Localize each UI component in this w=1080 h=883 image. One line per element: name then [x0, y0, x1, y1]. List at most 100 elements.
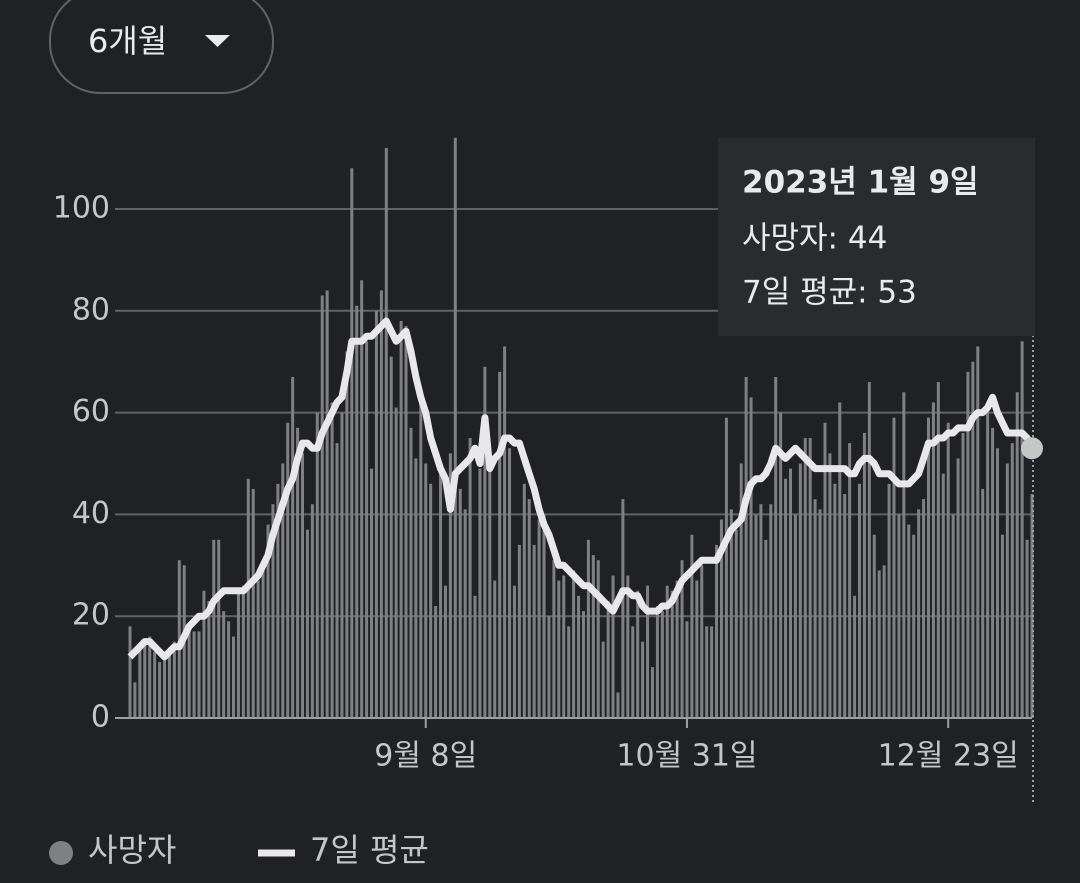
bar	[246, 478, 250, 718]
bar	[818, 509, 822, 718]
bar	[655, 606, 659, 718]
bar	[754, 514, 758, 718]
x-tick-label: 9월 8일	[374, 739, 477, 774]
bar	[296, 427, 300, 718]
bar	[1020, 341, 1024, 718]
bar	[320, 295, 324, 718]
bar	[271, 504, 275, 718]
bar	[547, 616, 551, 718]
bar	[562, 575, 566, 718]
bar	[236, 590, 240, 718]
hover-point	[1021, 437, 1043, 460]
bar	[759, 504, 763, 718]
bar	[586, 539, 590, 718]
bar	[227, 621, 231, 718]
bar	[473, 595, 477, 718]
bar	[936, 382, 940, 718]
bar	[616, 692, 620, 718]
bar	[976, 346, 980, 718]
bar	[325, 290, 329, 718]
bar	[966, 371, 970, 718]
bar	[305, 529, 309, 718]
bar	[897, 514, 901, 718]
average-line	[127, 317, 1036, 661]
bar	[148, 636, 152, 718]
bar	[941, 473, 945, 718]
dropdown-arrow[interactable]	[205, 35, 230, 47]
bar	[153, 651, 157, 718]
bar	[508, 448, 512, 718]
tooltip-line: 사망자: 44	[742, 221, 887, 257]
bar	[774, 376, 778, 718]
bar	[803, 438, 807, 718]
bar	[345, 351, 349, 718]
bar	[365, 341, 369, 718]
bar	[986, 402, 990, 718]
bar	[872, 534, 876, 718]
bar	[823, 422, 827, 718]
bar	[675, 580, 679, 718]
bar	[286, 422, 290, 718]
bar	[601, 641, 605, 718]
bar	[187, 626, 191, 718]
bar	[557, 580, 561, 718]
legend-marker	[49, 841, 73, 865]
bar	[1025, 539, 1029, 718]
bar	[606, 600, 610, 718]
y-tick-label: 60	[72, 394, 110, 429]
bar	[493, 580, 497, 718]
bar	[261, 570, 265, 718]
bar	[695, 580, 699, 718]
bar	[468, 438, 472, 718]
bar	[591, 555, 595, 718]
bar	[917, 509, 921, 718]
bar	[488, 458, 492, 718]
bar	[232, 636, 236, 718]
tooltip-title: 2023년 1월 9일	[742, 165, 979, 201]
bar	[340, 412, 344, 718]
bar	[335, 443, 339, 718]
bar	[926, 417, 930, 718]
y-tick-label: 40	[72, 496, 110, 531]
legend-label: 사망자	[88, 831, 176, 869]
bar	[611, 575, 615, 718]
bar	[838, 402, 842, 718]
bar	[197, 631, 201, 718]
bar	[330, 402, 334, 718]
bar	[862, 432, 866, 718]
tooltip-line: 7일 평균: 53	[742, 275, 917, 311]
bar	[202, 590, 206, 718]
bar	[542, 514, 546, 718]
bar	[631, 626, 635, 718]
bar	[991, 427, 995, 718]
bar	[907, 524, 911, 718]
bar	[207, 600, 211, 718]
bar	[222, 611, 226, 718]
bar	[660, 611, 664, 718]
bar	[167, 651, 171, 718]
x-tick-label: 12월 23일	[878, 739, 1019, 774]
bar	[172, 641, 176, 718]
bar	[685, 621, 689, 718]
bar	[650, 667, 654, 718]
bar	[301, 453, 305, 718]
bar	[828, 453, 832, 718]
bar	[734, 529, 738, 718]
bar	[463, 509, 467, 718]
bar	[719, 519, 723, 718]
y-tick-label: 100	[53, 191, 110, 226]
bar	[857, 483, 861, 718]
bar	[503, 346, 507, 718]
bar	[621, 499, 625, 718]
bar	[374, 310, 378, 718]
dropdown-label[interactable]: 6개월	[88, 22, 167, 60]
y-tick-label: 20	[72, 598, 110, 633]
bar	[1015, 392, 1019, 718]
dropdown[interactable]	[49, 0, 274, 94]
bar	[670, 590, 674, 718]
bar	[764, 539, 768, 718]
bar	[882, 565, 886, 718]
bar	[843, 494, 847, 718]
bar	[241, 585, 245, 718]
